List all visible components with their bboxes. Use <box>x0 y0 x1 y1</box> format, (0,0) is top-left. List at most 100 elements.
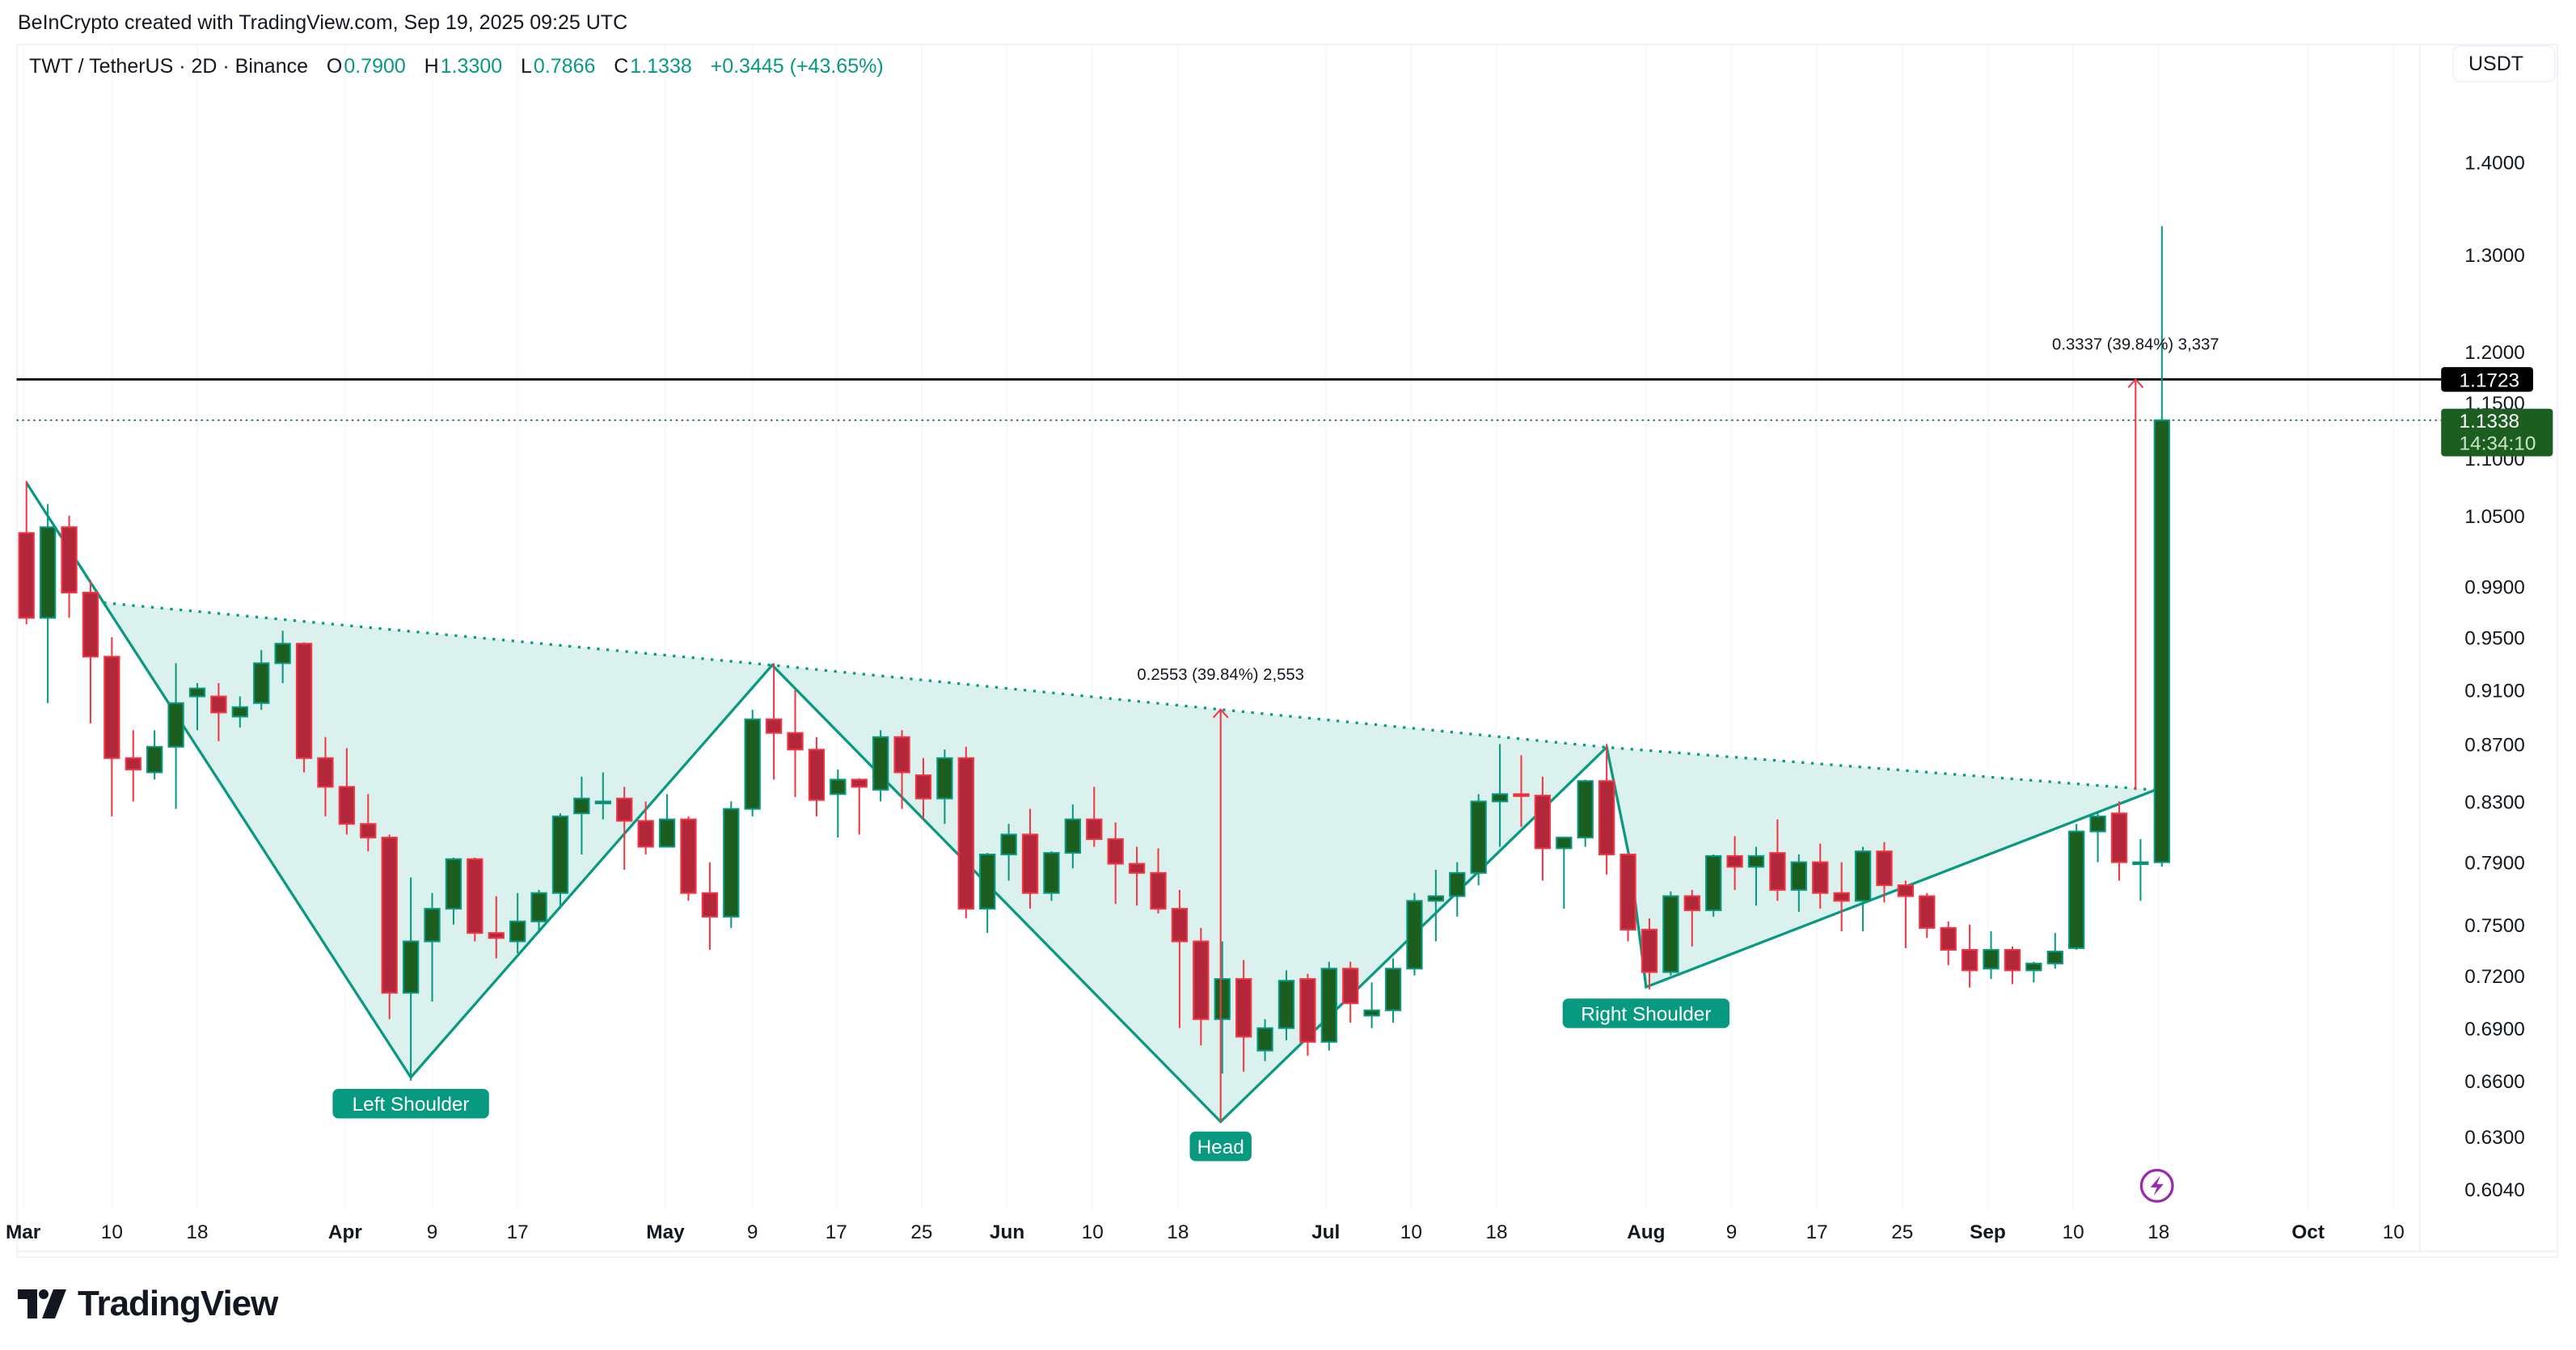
svg-text:Left Shoulder: Left Shoulder <box>353 1094 470 1116</box>
candle <box>2068 824 2085 950</box>
candle <box>637 801 654 855</box>
time-tick: 10 <box>1400 1221 1422 1243</box>
time-tick: 25 <box>1891 1221 1913 1243</box>
candle <box>1641 918 1658 989</box>
candle <box>1107 822 1124 905</box>
price-tick: 1.2000 <box>2464 342 2525 364</box>
open-value: 0.7900 <box>344 55 406 78</box>
candle <box>1683 889 1700 947</box>
candle <box>1897 880 1915 948</box>
candle <box>39 504 57 703</box>
time-axis[interactable]: Mar 10 18 Apr 9 17 May 9 17 25 Jun 10 18 Jul 10 18 Aug 9 1… <box>6 1221 2557 1253</box>
candle <box>594 772 611 820</box>
time-tick: 9 <box>747 1221 758 1243</box>
time-tick: Jul <box>1311 1221 1340 1243</box>
candle <box>830 769 847 838</box>
candle <box>1320 961 1337 1051</box>
time-tick: 10 <box>2383 1221 2405 1243</box>
candle <box>488 896 505 959</box>
time-tick: Aug <box>1627 1221 1665 1243</box>
candle <box>445 857 462 925</box>
candle <box>2132 838 2149 901</box>
measure-arrow: 0.2553 (39.84%) 2,553 <box>1137 666 1304 1122</box>
candle <box>2089 813 2106 863</box>
candle <box>957 746 974 918</box>
svg-text:Head: Head <box>1197 1137 1244 1158</box>
price-tick: 1.0500 <box>2464 506 2525 528</box>
low-label: L <box>521 55 532 78</box>
candle <box>1556 837 1573 909</box>
close-value: 1.1338 <box>630 55 692 78</box>
candle <box>893 730 910 809</box>
candle <box>1214 941 1231 1074</box>
candle <box>744 710 761 816</box>
time-tick: 18 <box>2147 1221 2169 1243</box>
candle <box>680 816 697 901</box>
svg-text:1.1723: 1.1723 <box>2460 369 2520 391</box>
candle <box>381 834 398 1019</box>
time-tick: Oct <box>2291 1221 2325 1243</box>
price-tick: 0.6300 <box>2464 1127 2525 1149</box>
candle <box>467 857 484 942</box>
time-tick: 18 <box>186 1221 208 1243</box>
candle <box>765 663 783 780</box>
currency-button[interactable]: USDT <box>2452 45 2556 82</box>
candle <box>1299 973 1316 1057</box>
candle <box>1769 819 1786 901</box>
candle <box>2110 801 2128 881</box>
candle <box>1000 824 1017 881</box>
candle <box>317 736 334 816</box>
candle <box>1726 836 1743 890</box>
price-axis[interactable]: 1.40001.30001.20001.15001.10001.05000.99… <box>2441 152 2553 1201</box>
candle <box>1128 846 1146 906</box>
price-tick: 0.6040 <box>2464 1179 2525 1201</box>
low-value: 0.7866 <box>533 55 596 78</box>
candle <box>18 480 35 625</box>
candle <box>82 580 99 724</box>
price-tick: 0.7900 <box>2464 853 2525 875</box>
candle <box>1620 853 1636 942</box>
grid-lines <box>22 45 2421 1252</box>
tradingview-logo-icon <box>18 1289 66 1318</box>
horizontal-lines <box>16 378 2442 421</box>
candle <box>701 862 719 950</box>
symbol-title[interactable]: TWT / TetherUS · 2D · Binance <box>29 55 309 78</box>
candle <box>188 683 206 731</box>
price-tick: 0.6600 <box>2464 1071 2525 1093</box>
lightning-icon[interactable] <box>2139 1168 2174 1203</box>
tradingview-logo[interactable]: TradingView <box>18 1284 278 1324</box>
candle <box>787 690 804 797</box>
candle <box>1406 892 1423 976</box>
high-value: 1.3300 <box>440 55 503 78</box>
close-label: C <box>614 55 629 78</box>
attribution-text: BeInCrypto created with TradingView.com,… <box>18 11 628 34</box>
high-label: H <box>424 55 439 78</box>
price-tick: 0.7500 <box>2464 915 2525 937</box>
symbol-legend: TWT / TetherUS · 2D · Binance O0.7900 H1… <box>29 55 885 78</box>
candle <box>2153 226 2170 867</box>
candle <box>573 776 590 855</box>
candle <box>1534 776 1552 881</box>
candle <box>1021 808 1039 909</box>
candle <box>1513 755 1530 827</box>
candle <box>1662 891 1679 976</box>
candle <box>1086 787 1103 847</box>
price-tick: 1.3000 <box>2464 245 2525 267</box>
candle <box>231 696 248 728</box>
candle <box>146 730 163 780</box>
candle <box>424 892 441 1002</box>
candle <box>253 650 270 711</box>
time-tick: Sep <box>1970 1221 2006 1243</box>
time-tick: 17 <box>507 1221 529 1243</box>
candle <box>1256 1019 1273 1061</box>
candle <box>1705 854 1722 917</box>
candle <box>1342 961 1359 1023</box>
candle <box>1940 921 1957 965</box>
candle <box>2025 961 2042 983</box>
measurement-arrows: 0.2553 (39.84%) 2,553 0.3337 (39.84%) 3,3… <box>1137 336 2219 1122</box>
time-tick: 10 <box>2063 1221 2084 1243</box>
candle <box>616 787 633 871</box>
candle <box>1427 870 1445 942</box>
time-tick: 9 <box>427 1221 438 1243</box>
